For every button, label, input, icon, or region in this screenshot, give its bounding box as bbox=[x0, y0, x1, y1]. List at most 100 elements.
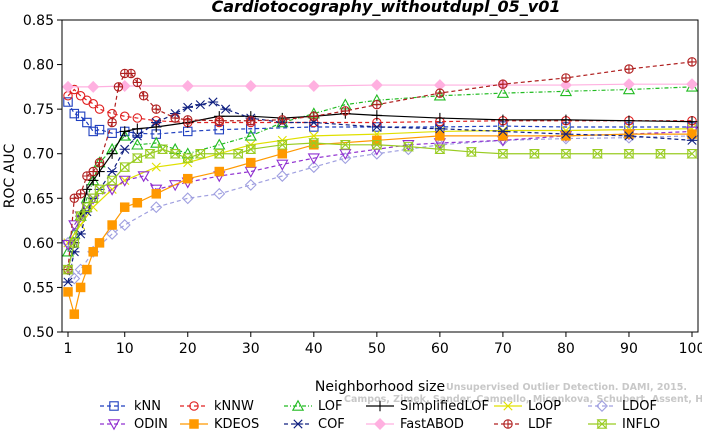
data-point-inflo bbox=[276, 140, 288, 150]
data-point-knn bbox=[82, 117, 92, 128]
legend-label: FastABOD bbox=[400, 417, 464, 432]
data-point-lof bbox=[433, 89, 447, 101]
plot-frame bbox=[61, 19, 699, 333]
data-point-cof bbox=[371, 122, 383, 132]
data-point-knnw bbox=[94, 104, 105, 114]
data-point-kdeos bbox=[561, 131, 571, 141]
legend-swatch-marker bbox=[292, 419, 304, 429]
data-point-ldof bbox=[181, 192, 194, 205]
data-point-ldf bbox=[372, 99, 382, 110]
data-point-simplifiedlof bbox=[106, 148, 118, 159]
data-point-cof bbox=[434, 124, 446, 134]
legend-item-knn: kNN bbox=[100, 399, 161, 414]
x-tick-label: 30 bbox=[242, 341, 260, 357]
x-tick-label: 80 bbox=[557, 341, 575, 357]
legend: kNN kNNW LOF SimplifiedLOF LoOP LDOF ODIN KDEOS… bbox=[100, 399, 660, 432]
data-point-fastabod bbox=[307, 79, 320, 92]
data-point-ldf bbox=[88, 166, 98, 177]
data-point-inflo bbox=[68, 238, 80, 248]
data-point-knnw bbox=[75, 91, 86, 101]
data-point-kdeos bbox=[435, 131, 445, 141]
citation-annotation-line-1: Unsupervised Outlier Detection. DAMI, 20… bbox=[446, 382, 687, 393]
legend-item-loop: LoOP bbox=[494, 399, 561, 414]
chart-title: Cardiotocography_withoutdupl_05_v01 bbox=[212, 0, 561, 16]
data-point-inflo bbox=[182, 153, 194, 163]
data-point-simplifiedlof bbox=[151, 121, 162, 133]
data-point-cof bbox=[207, 97, 219, 107]
data-point-inflo bbox=[560, 148, 572, 159]
series-line-knnw bbox=[67, 88, 692, 124]
data-point-ldof bbox=[68, 272, 81, 285]
data-point-knn bbox=[75, 111, 86, 122]
series-line-kdeos bbox=[67, 133, 692, 317]
data-point-ldof bbox=[276, 170, 289, 182]
legend-item-kdeos: KDEOS bbox=[180, 417, 259, 432]
data-point-ldf bbox=[75, 189, 86, 199]
data-point-ldf bbox=[687, 57, 697, 67]
data-point-kdeos bbox=[94, 238, 105, 248]
data-point-kdeos bbox=[498, 131, 508, 141]
data-point-kdeos bbox=[246, 157, 256, 168]
data-point-knn bbox=[69, 108, 80, 119]
legend-item-cof: COF bbox=[284, 417, 345, 432]
data-point-knn bbox=[107, 128, 117, 138]
data-point-cof bbox=[623, 131, 635, 141]
data-point-ldf bbox=[132, 77, 143, 88]
data-point-inflo bbox=[465, 147, 477, 157]
data-point-cof bbox=[119, 144, 130, 154]
x-axis: 1 10 20 30 40 50 60 70 80 90 100 bbox=[64, 332, 702, 357]
x-tick-label: 10 bbox=[116, 341, 134, 357]
data-point-ldf bbox=[277, 115, 288, 125]
data-point-cof bbox=[62, 277, 74, 287]
data-point-odin bbox=[118, 175, 131, 187]
data-point-inflo bbox=[213, 148, 225, 159]
data-point-cof bbox=[75, 229, 86, 239]
data-point-ldof bbox=[62, 236, 74, 249]
data-point-lof bbox=[622, 83, 636, 95]
series-fastabod bbox=[62, 78, 698, 93]
legend-label: LOF bbox=[318, 399, 343, 414]
data-point-ldf bbox=[624, 64, 634, 74]
legend-item-lof: LOF bbox=[284, 399, 343, 414]
legend-label: SimplifiedLOF bbox=[400, 399, 489, 414]
series-line-knn bbox=[67, 101, 692, 135]
data-point-inflo bbox=[371, 140, 383, 150]
data-point-inflo bbox=[157, 144, 169, 155]
data-point-inflo bbox=[497, 148, 509, 159]
data-point-ldf bbox=[435, 88, 445, 98]
data-point-kdeos bbox=[75, 282, 86, 293]
data-point-cof bbox=[560, 129, 572, 139]
data-point-kdeos bbox=[88, 247, 98, 257]
y-tick-label: 0.85 bbox=[23, 13, 54, 29]
data-point-kdeos bbox=[151, 189, 161, 199]
data-point-inflo bbox=[194, 148, 206, 159]
data-point-inflo bbox=[402, 141, 414, 152]
data-point-lof bbox=[559, 84, 573, 97]
data-point-ldof bbox=[244, 178, 257, 191]
data-point-kdeos bbox=[119, 202, 130, 212]
series-line-cof bbox=[67, 101, 693, 283]
series-kdeos bbox=[63, 129, 697, 319]
legend-swatch-marker bbox=[189, 401, 199, 411]
data-point-fastabod bbox=[244, 79, 257, 92]
citation-annotation-line-2: Campos, Zimek, Sander, Campello, Micenko… bbox=[344, 394, 702, 405]
y-tick-label: 0.50 bbox=[23, 325, 54, 341]
data-point-ldof bbox=[307, 161, 320, 174]
data-point-simplifiedlof bbox=[497, 114, 509, 126]
data-point-ldf bbox=[113, 82, 124, 92]
data-point-fastabod bbox=[118, 79, 131, 92]
data-point-lof bbox=[131, 138, 144, 150]
data-point-ldf bbox=[69, 193, 80, 204]
data-point-cof bbox=[220, 104, 231, 114]
data-point-knnw bbox=[119, 111, 130, 122]
legend-item-inflo: INFLO bbox=[588, 417, 660, 432]
y-tick-label: 0.55 bbox=[23, 280, 54, 296]
y-tick-label: 0.65 bbox=[23, 191, 54, 207]
data-point-knn bbox=[94, 124, 105, 135]
data-point-inflo bbox=[339, 140, 351, 150]
data-point-fastabod bbox=[87, 80, 100, 93]
data-point-ldof bbox=[150, 201, 163, 214]
data-point-simplifiedlof bbox=[686, 116, 698, 127]
legend-swatch-marker bbox=[291, 399, 305, 411]
legend-label: ODIN bbox=[134, 417, 168, 432]
